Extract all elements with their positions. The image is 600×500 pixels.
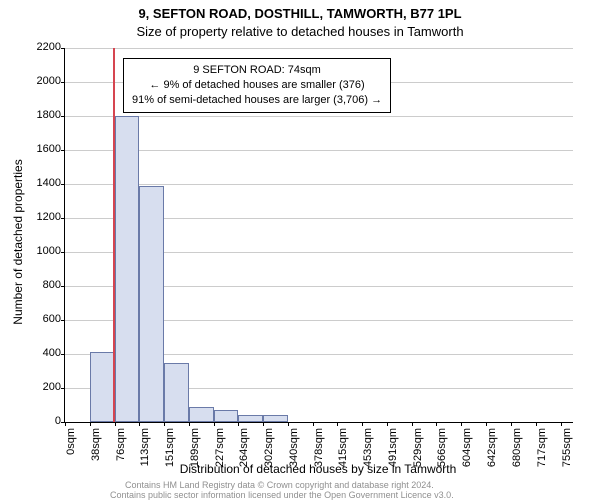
xtick-mark — [115, 422, 116, 426]
ytick-mark — [61, 252, 65, 253]
ytick-label: 200 — [5, 381, 61, 393]
gridline — [65, 116, 573, 117]
xtick-mark — [214, 422, 215, 426]
ytick-label: 800 — [5, 279, 61, 291]
xtick-mark — [238, 422, 239, 426]
reference-line — [113, 48, 115, 422]
x-axis-label: Distribution of detached houses by size … — [64, 462, 572, 476]
ytick-label: 0 — [5, 415, 61, 427]
xtick-mark — [511, 422, 512, 426]
ytick-label: 400 — [5, 347, 61, 359]
gridline — [65, 48, 573, 49]
histogram-bar — [214, 410, 238, 422]
xtick-mark — [90, 422, 91, 426]
chart-title-sub: Size of property relative to detached ho… — [0, 24, 600, 39]
histogram-bar — [164, 363, 189, 423]
ytick-mark — [61, 320, 65, 321]
xtick-mark — [189, 422, 190, 426]
ytick-mark — [61, 184, 65, 185]
ytick-mark — [61, 286, 65, 287]
footer-line-2: Contains public sector information licen… — [110, 490, 454, 500]
annotation-line: 91% of semi-detached houses are larger (… — [132, 93, 382, 108]
xtick-mark — [436, 422, 437, 426]
ytick-mark — [61, 82, 65, 83]
footer-line-1: Contains HM Land Registry data © Crown c… — [125, 480, 434, 490]
xtick-mark — [561, 422, 562, 426]
ytick-label: 600 — [5, 313, 61, 325]
histogram-bar — [263, 415, 288, 422]
ytick-mark — [61, 116, 65, 117]
xtick-mark — [362, 422, 363, 426]
histogram-chart: 9, SEFTON ROAD, DOSTHILL, TAMWORTH, B77 … — [0, 0, 600, 500]
xtick-mark — [65, 422, 66, 426]
ytick-label: 2200 — [5, 41, 61, 53]
ytick-mark — [61, 150, 65, 151]
chart-title-main: 9, SEFTON ROAD, DOSTHILL, TAMWORTH, B77 … — [0, 6, 600, 21]
annotation-box: 9 SEFTON ROAD: 74sqm← 9% of detached hou… — [123, 58, 391, 113]
xtick-mark — [139, 422, 140, 426]
xtick-mark — [461, 422, 462, 426]
gridline — [65, 150, 573, 151]
xtick-mark — [486, 422, 487, 426]
ytick-mark — [61, 48, 65, 49]
ytick-mark — [61, 218, 65, 219]
ytick-label: 2000 — [5, 75, 61, 87]
ytick-label: 1200 — [5, 211, 61, 223]
annotation-line: 9 SEFTON ROAD: 74sqm — [132, 63, 382, 78]
xtick-mark — [536, 422, 537, 426]
histogram-bar — [139, 186, 164, 422]
ytick-label: 1400 — [5, 177, 61, 189]
histogram-bar — [189, 407, 214, 422]
xtick-mark — [288, 422, 289, 426]
xtick-mark — [337, 422, 338, 426]
ytick-mark — [61, 354, 65, 355]
histogram-bar — [115, 116, 139, 422]
xtick-mark — [313, 422, 314, 426]
xtick-mark — [263, 422, 264, 426]
histogram-bar — [238, 415, 263, 422]
xtick-mark — [164, 422, 165, 426]
ytick-label: 1800 — [5, 109, 61, 121]
ytick-label: 1600 — [5, 143, 61, 155]
xtick-mark — [387, 422, 388, 426]
ytick-mark — [61, 388, 65, 389]
ytick-label: 1000 — [5, 245, 61, 257]
histogram-bar — [90, 352, 115, 422]
plot-area: 0200400600800100012001400160018002000220… — [64, 48, 573, 423]
annotation-line: ← 9% of detached houses are smaller (376… — [132, 78, 382, 93]
xtick-mark — [412, 422, 413, 426]
